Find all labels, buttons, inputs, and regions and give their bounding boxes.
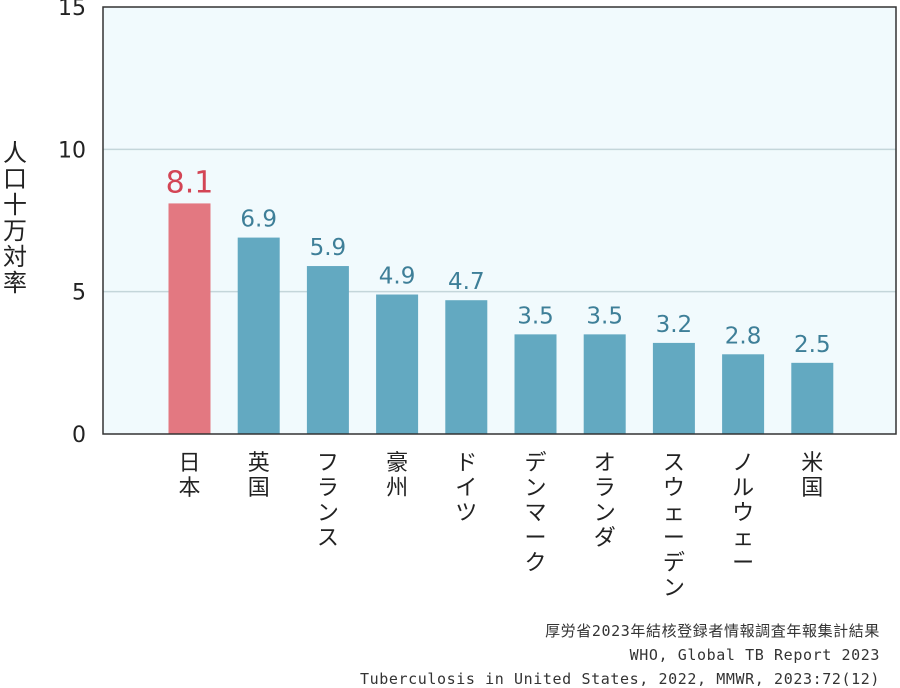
bar [168,203,211,434]
data-label: 4.9 [379,264,416,290]
y-tick-label: 0 [72,423,86,448]
data-label: 5.9 [310,235,347,261]
data-label: 2.5 [794,332,831,358]
data-label: 8.1 [166,165,214,200]
source-note-1: 厚労省2023年結核登録者情報調査年報集計結果 [545,622,880,640]
y-tick-label: 10 [58,138,86,163]
data-label: 3.5 [586,303,623,329]
bar [445,300,488,434]
bars [168,203,834,434]
category-label: デンマーク [524,451,546,576]
category-label: 米国 [801,451,823,501]
data-label: 2.8 [725,323,762,349]
category-label: オランダ [594,451,616,551]
bar [237,237,280,434]
value-labels: 8.1 6.9 5.9 4.9 4.7 3.5 3.5 3.2 2.8 2.5 [166,165,831,357]
category-label: 英国 [248,451,270,501]
category-label: 豪州 [386,451,408,501]
y-tick-label: 5 [72,281,86,306]
bar [583,334,626,434]
bar [652,342,695,434]
category-label: 日本 [178,451,200,501]
y-axis-label: 人口十万対率 [3,139,27,297]
bar [514,334,557,434]
data-label: 4.7 [448,269,485,295]
data-label: 3.2 [656,312,693,338]
y-axis-ticks: 0 5 10 15 [58,0,86,448]
gridlines [103,148,896,293]
bar [306,266,349,434]
category-label: スウェーデン [663,451,685,600]
data-label: 6.9 [240,207,277,233]
bar [791,362,834,434]
bar-chart: 8.1 6.9 5.9 4.9 4.7 3.5 3.5 3.2 2.8 2.5 0 5 10 15 日本… [58,0,897,600]
category-label: ドイツ [455,451,477,526]
source-note-2: WHO, Global TB Report 2023 [629,646,880,664]
data-label: 3.5 [517,303,554,329]
category-label: フランス [317,451,339,551]
bar [376,294,419,434]
source-note-3: Tuberculosis in United States, 2022, MMW… [359,670,880,688]
y-tick-label: 15 [58,0,86,21]
plot-area [103,7,896,434]
plot-border [102,6,897,435]
category-label: ノルウェー [732,451,754,576]
bar [722,354,765,434]
